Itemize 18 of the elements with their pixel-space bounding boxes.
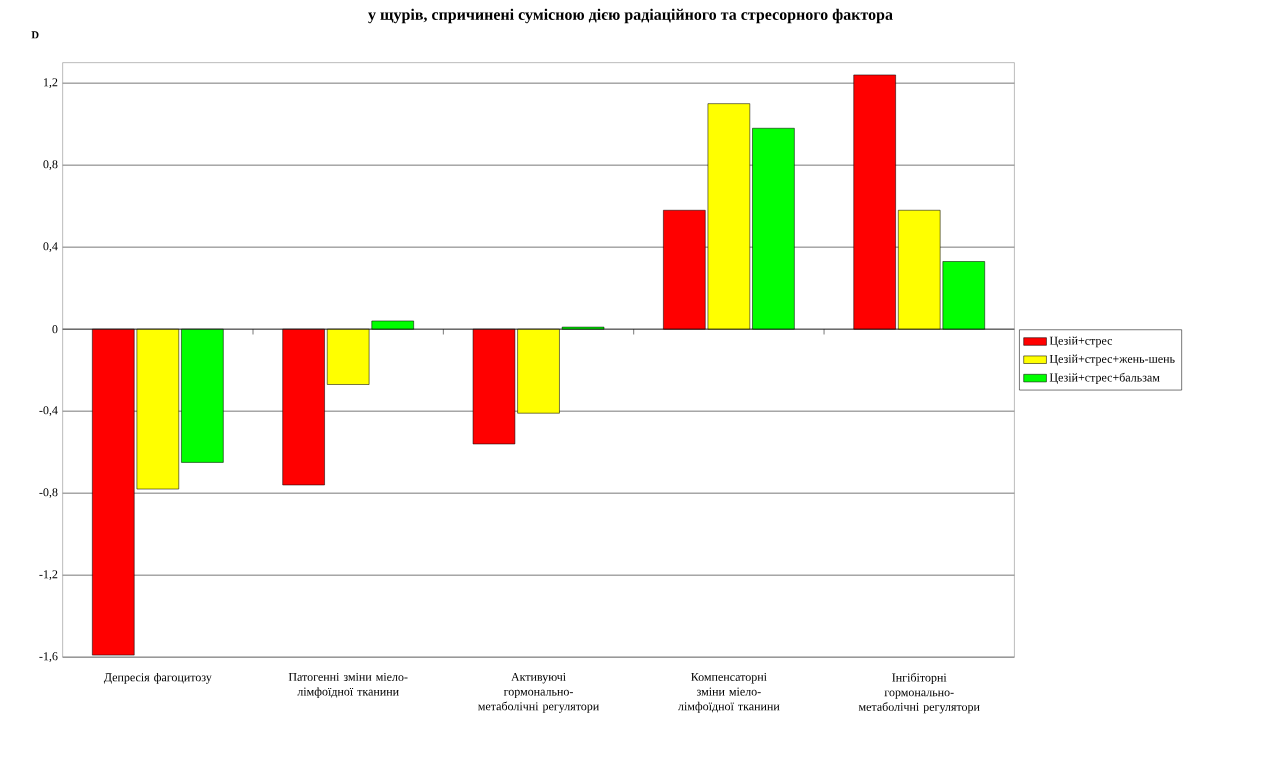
legend-label: Цезій+стрес+жень-шень bbox=[1049, 354, 1175, 366]
y-tick-label: -1,6 bbox=[39, 652, 58, 663]
x-tick-label: Патогенні зміни міело-лімфоїдної тканини bbox=[288, 672, 408, 699]
chart-title: у щурів, спричинені сумісною дією радіаційного та стресорного фактора bbox=[368, 8, 893, 24]
legend-label: Цезій+стрес bbox=[1049, 336, 1113, 348]
y-tick-label: 0,8 bbox=[43, 160, 58, 171]
y-tick-label: -0,4 bbox=[39, 406, 58, 417]
legend-label: Цезій+стрес+бальзам bbox=[1049, 372, 1160, 385]
x-tick-label: Активуючі гормонально-метаболічні регулятори bbox=[478, 672, 599, 713]
y-tick-label: 1,2 bbox=[43, 78, 58, 89]
y-tick-label: 0 bbox=[52, 325, 58, 334]
y-axis-title: D bbox=[31, 31, 39, 39]
y-tick-label: 0,4 bbox=[43, 242, 58, 253]
x-tick-label: Депресія фагоцитозу bbox=[103, 672, 212, 684]
x-tick-label: Інгібіторні гормонально-метаболічні регулятори bbox=[858, 672, 980, 714]
x-tick-label: Компенсаторні зміни міело-лімфоїдної тканини bbox=[678, 672, 780, 713]
y-tick-label: -0,8 bbox=[39, 488, 58, 499]
y-tick-label: -1,2 bbox=[39, 570, 58, 581]
